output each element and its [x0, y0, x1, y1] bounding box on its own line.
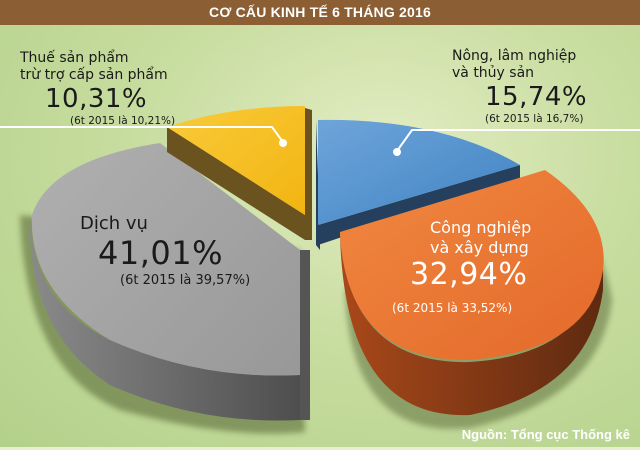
label-industry-values: 32,94% [410, 258, 527, 292]
label-services: Dịch vụ 41,01% (6t 2015 là 39,57%) [80, 214, 250, 290]
label-industry-prev-wrap: (6t 2015 là 33,52%) [392, 300, 512, 316]
label-product-tax-name-2: trừ trợ cấp sản phẩm [20, 67, 168, 83]
label-industry-name-1: Công nghiệp [430, 218, 532, 237]
label-agriculture-prev: (6t 2015 là 16,7%) [485, 113, 584, 125]
slice-industry [340, 170, 604, 416]
chart-title: CƠ CẤU KINH TẾ 6 THÁNG 2016 [0, 0, 640, 25]
label-services-pct: 41,01% [98, 234, 224, 272]
label-product-tax-pct: 10,31% [45, 84, 148, 114]
leader-line-product-tax [0, 126, 284, 143]
source-note: Nguồn: Tổng cục Thống kê [461, 427, 630, 442]
label-product-tax-prev: (6t 2015 là 10,21%) [70, 115, 176, 127]
label-services-prev: (6t 2015 là 39,57%) [120, 273, 251, 288]
label-agriculture-pct: 15,74% [485, 82, 588, 112]
label-industry-name-2: và xây dựng [430, 238, 529, 257]
slice-product-tax [167, 106, 312, 240]
slice-services [29, 143, 310, 421]
bottom-border [0, 447, 640, 450]
label-product-tax: Thuế sản phẩm trừ trợ cấp sản phẩm 10,31… [20, 50, 175, 128]
label-industry: Công nghiệp và xây dựng [430, 218, 531, 258]
label-industry-prev: (6t 2015 là 33,52%) [392, 301, 513, 315]
leader-dot-agriculture [393, 148, 401, 156]
label-product-tax-name-1: Thuế sản phẩm [20, 50, 129, 66]
label-agriculture-name-2: và thủy sản [452, 65, 535, 81]
label-agriculture: Nông, lâm nghiệp và thủy sản 15,74% (6t … [452, 48, 587, 126]
label-services-name: Dịch vụ [80, 213, 148, 234]
leader-dot-product-tax [279, 139, 287, 147]
leader-line-agriculture [396, 129, 640, 152]
label-agriculture-name-1: Nông, lâm nghiệp [452, 48, 577, 64]
label-industry-pct: 32,94% [410, 257, 528, 292]
